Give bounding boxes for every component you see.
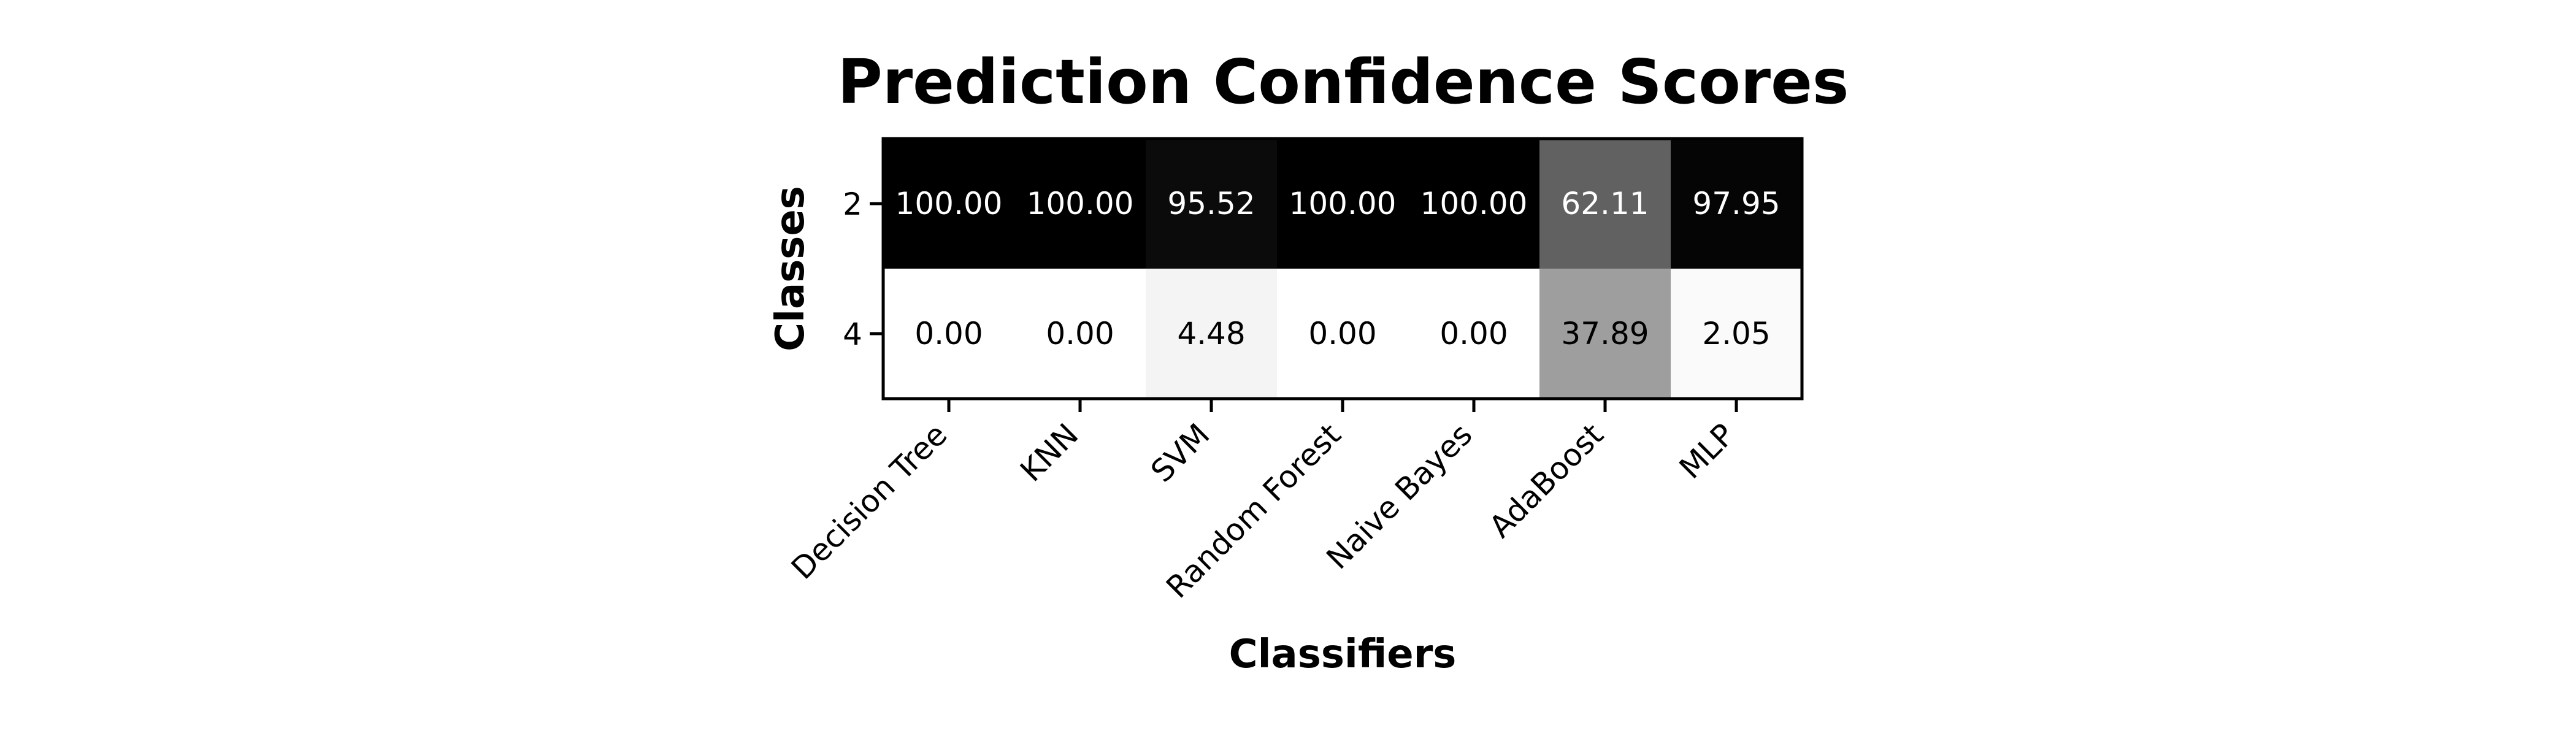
heatmap-cell-4-decision-tree <box>883 269 1015 399</box>
heatmap-cell-4-adaboost <box>1539 269 1671 399</box>
cell-value-label: 0.00 <box>914 316 983 351</box>
chart-title: Prediction Confidence Scores <box>838 46 1849 118</box>
x-tick-label-svm: SVM <box>1144 416 1216 489</box>
y-tick-label-4: 4 <box>843 316 862 352</box>
heatmap-cell-4-mlp <box>1671 269 1803 399</box>
cell-value-label: 4.48 <box>1177 316 1245 351</box>
heatmap-cell-4-svm <box>1146 269 1278 399</box>
x-tick-label-adaboost: AdaBoost <box>1482 416 1610 544</box>
heatmap-cell-2-adaboost <box>1539 139 1671 269</box>
heatmap-cell-2-knn <box>1014 139 1146 269</box>
heatmap-cell-4-random-forest <box>1277 269 1409 399</box>
x-tick-label-mlp: MLP <box>1673 416 1742 486</box>
cell-value-label: 0.00 <box>1308 316 1376 351</box>
cell-value-label: 62.11 <box>1561 186 1649 221</box>
x-axis-label: Classifiers <box>1229 632 1457 677</box>
y-tick-label-2: 2 <box>843 186 862 222</box>
cell-value-label: 0.00 <box>1439 316 1508 351</box>
heatmap-cell-2-naive-bayes <box>1408 139 1540 269</box>
heatmap-cells <box>883 139 1803 399</box>
cell-value-label: 100.00 <box>1027 186 1134 221</box>
heatmap-cell-2-mlp <box>1671 139 1803 269</box>
x-tick-label-decision-tree: Decision Tree <box>784 416 954 586</box>
cell-value-label: 0.00 <box>1046 316 1114 351</box>
heatmap-cell-2-decision-tree <box>883 139 1015 269</box>
cell-value-labels: 100.00 100.00 95.52 100.00 100.00 62.11 97.95 0… <box>895 186 1781 351</box>
cell-value-label: 97.95 <box>1692 186 1780 221</box>
heatmap-cell-4-knn <box>1014 269 1146 399</box>
heatmap-cell-2-svm <box>1146 139 1278 269</box>
heatmap-cell-2-random-forest <box>1277 139 1409 269</box>
cell-value-label: 100.00 <box>1420 186 1528 221</box>
cell-value-label: 100.00 <box>895 186 1003 221</box>
cell-value-label: 37.89 <box>1561 316 1649 351</box>
cell-value-label: 2.05 <box>1702 316 1770 351</box>
x-tick-label-knn: KNN <box>1013 416 1085 488</box>
heatmap-cell-4-naive-bayes <box>1408 269 1540 399</box>
cell-value-label: 100.00 <box>1289 186 1397 221</box>
y-axis-label: Classes <box>768 186 813 351</box>
cell-value-label: 95.52 <box>1167 186 1255 221</box>
